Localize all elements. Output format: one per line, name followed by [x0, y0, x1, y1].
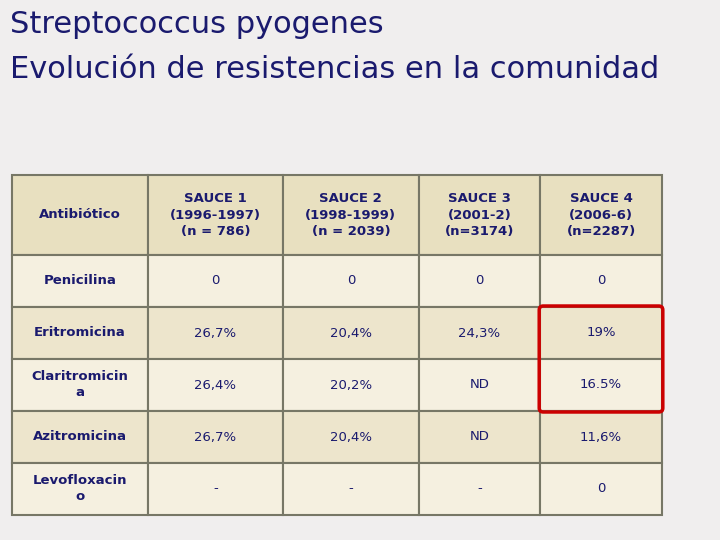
Bar	[540, 463, 662, 515]
Text: Streptococcus pyogenes: Streptococcus pyogenes	[10, 10, 384, 39]
Bar	[540, 411, 662, 463]
Bar	[540, 307, 662, 359]
Bar	[12, 411, 148, 463]
Text: SAUCE 3
(2001-2)
(n=3174): SAUCE 3 (2001-2) (n=3174)	[445, 192, 514, 238]
Bar	[283, 359, 418, 411]
Bar	[148, 307, 283, 359]
Bar	[418, 359, 540, 411]
Text: 26,7%: 26,7%	[194, 327, 236, 340]
Bar	[418, 255, 540, 307]
Text: -: -	[213, 483, 217, 496]
Text: 0: 0	[475, 274, 484, 287]
Bar	[540, 359, 662, 411]
Text: 0: 0	[597, 483, 606, 496]
Text: 26,7%: 26,7%	[194, 430, 236, 443]
Bar	[12, 175, 148, 255]
Text: Azitromicina: Azitromicina	[33, 430, 127, 443]
Bar	[148, 255, 283, 307]
Text: 11,6%: 11,6%	[580, 430, 622, 443]
Text: 20,2%: 20,2%	[330, 379, 372, 392]
Bar	[283, 411, 418, 463]
Bar	[283, 463, 418, 515]
Bar	[418, 411, 540, 463]
Text: SAUCE 4
(2006-6)
(n=2287): SAUCE 4 (2006-6) (n=2287)	[567, 192, 636, 238]
Bar	[418, 463, 540, 515]
Text: Penicilina: Penicilina	[43, 274, 116, 287]
Bar	[148, 175, 283, 255]
Text: 0: 0	[211, 274, 220, 287]
Text: 24,3%: 24,3%	[459, 327, 500, 340]
Text: 16.5%: 16.5%	[580, 379, 622, 392]
Text: 0: 0	[346, 274, 355, 287]
Bar	[12, 359, 148, 411]
Bar	[540, 175, 662, 255]
Bar	[418, 307, 540, 359]
Bar	[540, 255, 662, 307]
Text: -: -	[348, 483, 354, 496]
Text: -: -	[477, 483, 482, 496]
Bar	[283, 255, 418, 307]
Bar	[12, 307, 148, 359]
Text: ND: ND	[469, 430, 490, 443]
Text: 0: 0	[597, 274, 606, 287]
Bar	[148, 463, 283, 515]
Text: 26,4%: 26,4%	[194, 379, 236, 392]
Text: Claritromicin
a: Claritromicin a	[32, 370, 128, 400]
Text: ND: ND	[469, 379, 490, 392]
Bar	[148, 359, 283, 411]
Bar	[12, 255, 148, 307]
Bar	[283, 307, 418, 359]
Text: SAUCE 2
(1998-1999)
(n = 2039): SAUCE 2 (1998-1999) (n = 2039)	[305, 192, 396, 238]
Text: Antibiótico: Antibiótico	[39, 208, 121, 221]
Text: 20,4%: 20,4%	[330, 430, 372, 443]
Bar	[148, 411, 283, 463]
Text: SAUCE 1
(1996-1997)
(n = 786): SAUCE 1 (1996-1997) (n = 786)	[170, 192, 261, 238]
Text: 19%: 19%	[586, 327, 616, 340]
Bar	[283, 175, 418, 255]
Text: 20,4%: 20,4%	[330, 327, 372, 340]
Bar	[418, 175, 540, 255]
Text: Eritromicina: Eritromicina	[34, 327, 125, 340]
Text: Evolución de resistencias en la comunidad: Evolución de resistencias en la comunida…	[10, 55, 660, 84]
Text: Levofloxacin
o: Levofloxacin o	[32, 475, 127, 503]
Bar	[12, 463, 148, 515]
